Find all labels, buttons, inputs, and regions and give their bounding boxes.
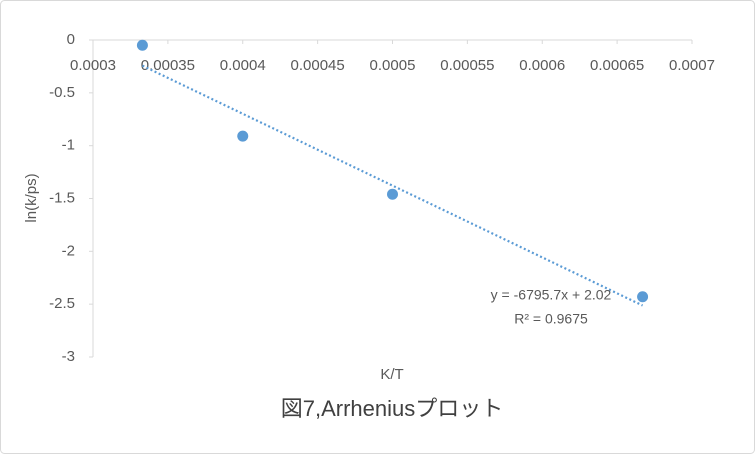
data-point [387,188,398,200]
trendline-equation: y = -6795.7x + 2.02 [491,287,612,303]
y-tick-label: -1 [62,137,75,154]
y-tick-label: 0 [67,31,75,48]
y-tick-label: -2 [62,242,75,259]
data-point [237,130,249,142]
data-point [637,291,649,303]
y-tick-label: -3 [62,348,75,365]
x-tick-label: 0.00065 [590,57,644,74]
data-point [136,39,148,51]
x-tick-label: 0.0004 [220,57,266,74]
y-axis-title: ln(k/ps) [23,173,40,222]
y-tick-label: -2.5 [49,295,75,312]
x-tick-label: 0.00045 [291,57,345,74]
x-tick-label: 0.0006 [519,57,565,74]
chart-title: 図7,Arrheniusプロット [281,396,504,421]
x-tick-label: 0.00035 [141,57,195,74]
x-tick-label: 0.0005 [370,57,416,74]
x-axis-title: K/T [380,366,403,383]
trendline-r-squared: R² = 0.9675 [514,311,588,327]
x-tick-label: 0.0003 [70,57,116,74]
x-tick-label: 0.0007 [669,57,715,74]
x-tick-label: 0.00055 [440,57,494,74]
y-tick-label: -0.5 [49,84,75,101]
y-tick-label: -1.5 [49,189,75,206]
